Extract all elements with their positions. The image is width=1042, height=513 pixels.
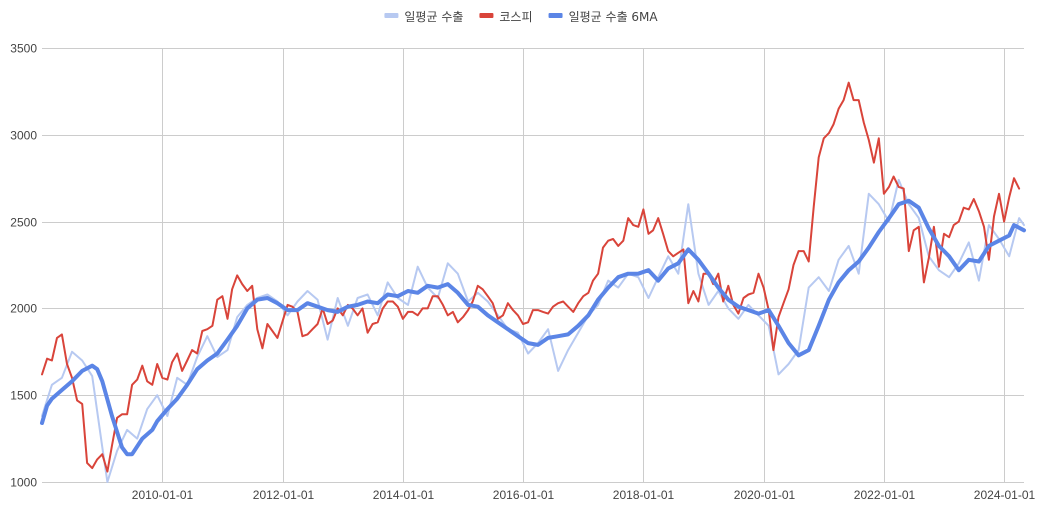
- y-tick-label: 2500: [10, 216, 37, 230]
- legend-swatch-3: [548, 13, 563, 18]
- x-tick-label: 2012-01-01: [253, 488, 315, 502]
- y-tick-label: 2000: [10, 302, 37, 316]
- legend-label: 일평균 수출 6MA: [569, 10, 659, 24]
- legend-swatch-1: [384, 13, 399, 18]
- axis-layer: 1000 1500 2000 2500 3000 3500 2010-01-01 2012-0…: [10, 42, 1035, 503]
- legend-label: 일평균 수출: [404, 10, 463, 24]
- y-tick-label: 3000: [10, 129, 37, 143]
- x-tick-label: 2022-01-01: [854, 488, 916, 502]
- legend[interactable]: 일평균 수출 코스피 일평균 수출 6MA: [384, 10, 658, 24]
- x-tick-label: 2010-01-01: [132, 488, 194, 502]
- y-tick-label: 3500: [10, 42, 37, 56]
- x-tick-label: 2024-01-01: [974, 488, 1036, 502]
- series-line-3: [40, 198, 1026, 457]
- x-tick-label: 2014-01-01: [373, 488, 435, 502]
- x-tick-label: 2018-01-01: [613, 488, 675, 502]
- series-line-1: [41, 178, 1025, 483]
- legend-swatch-2: [479, 13, 494, 18]
- x-tick-label: 2016-01-01: [493, 488, 555, 502]
- grid-layer: [42, 48, 1024, 483]
- y-tick-label: 1500: [10, 389, 37, 403]
- y-tick-label: 1000: [10, 476, 37, 490]
- series-layer: [40, 81, 1026, 483]
- legend-label: 코스피: [499, 10, 532, 24]
- series-line-2: [41, 81, 1021, 473]
- x-tick-label: 2020-01-01: [734, 488, 796, 502]
